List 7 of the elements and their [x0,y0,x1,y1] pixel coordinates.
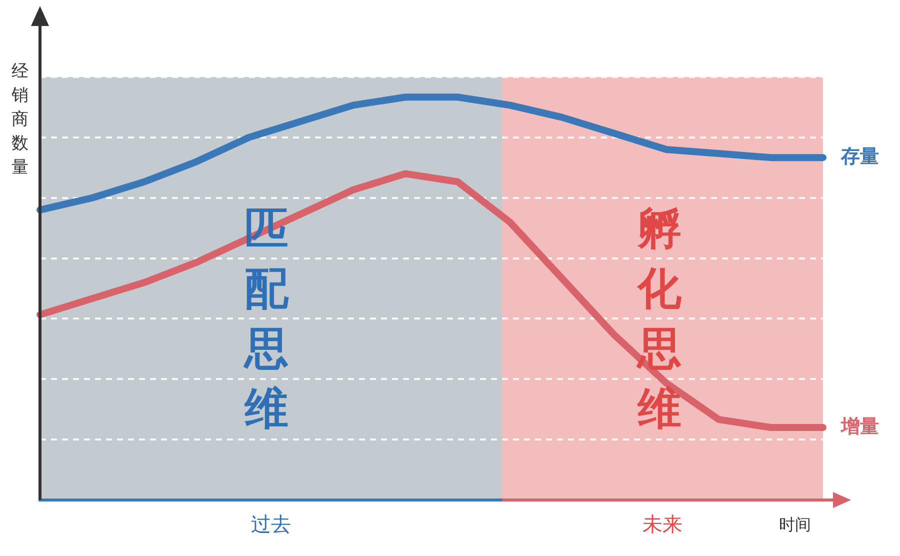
text: 未来 [642,512,682,536]
annotation: 孵化思维 [635,203,682,434]
text: 过去 [250,512,291,536]
x-axis-title: 时间 [779,515,811,534]
series-label: 增量 [840,415,879,438]
y-axis-title: 经销商数量 [10,61,28,178]
series-label: 存量 [840,146,879,168]
